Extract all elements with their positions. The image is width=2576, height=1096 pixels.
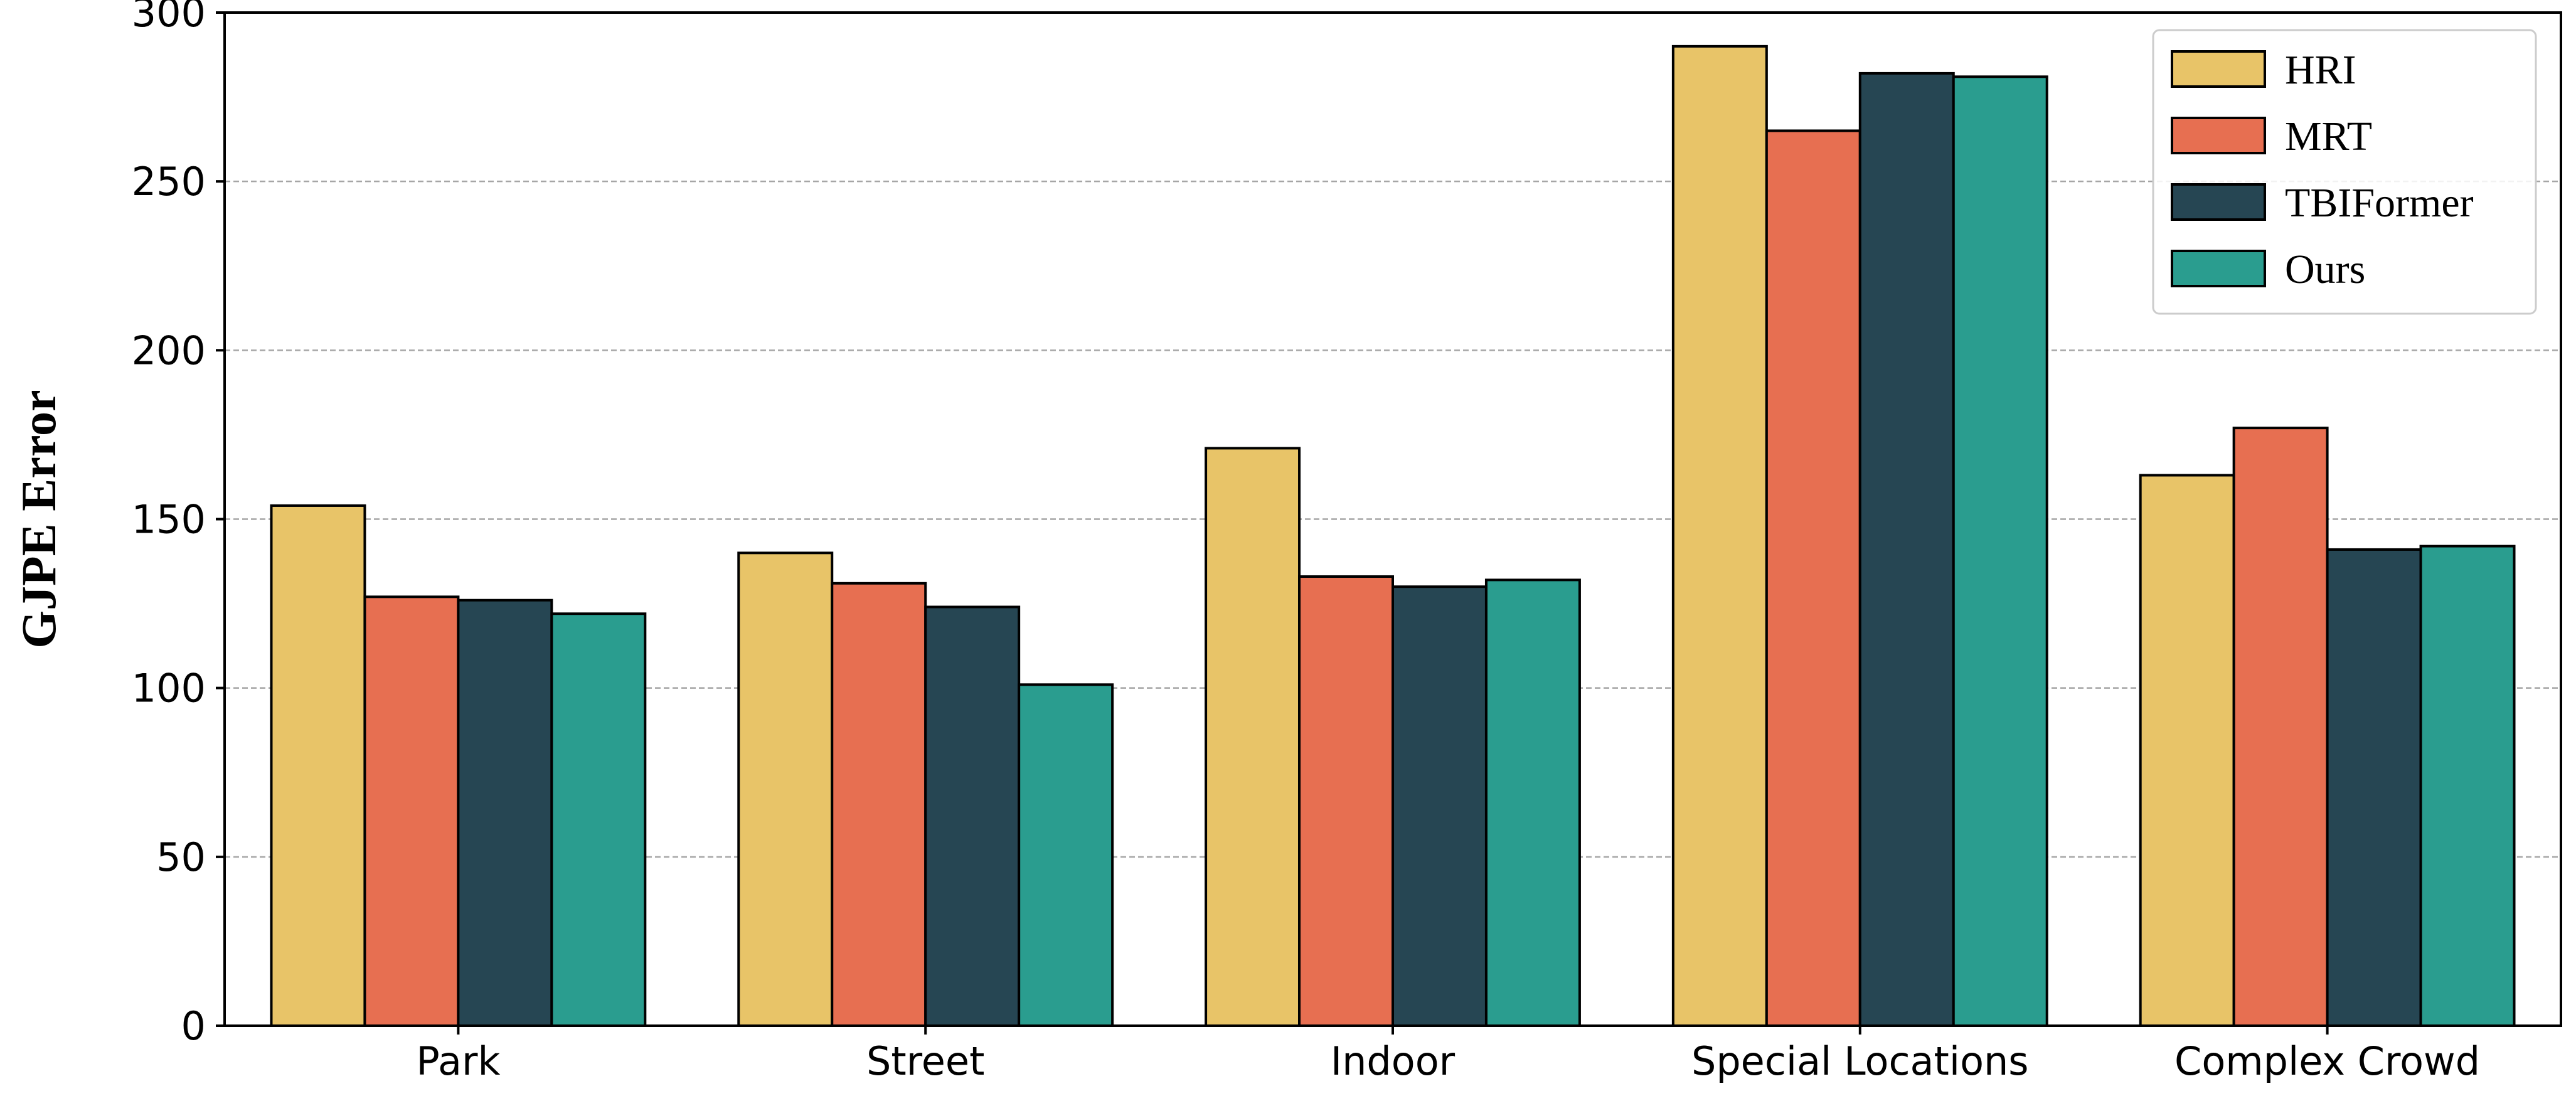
bar-ours-park	[550, 612, 647, 1027]
bar-tbiformer-street	[924, 605, 1021, 1027]
x-tick-label: Special Locations	[1691, 1038, 2029, 1084]
x-tick-label: Park	[416, 1038, 500, 1084]
legend-label-ours: Ours	[2285, 247, 2365, 292]
bar-hri-special-locations	[1671, 45, 1768, 1027]
y-axis-ticks: 0 50 100 150 200 250 300	[132, 0, 225, 1049]
bar-hri-complex-crowd	[2139, 474, 2235, 1027]
x-axis-ticks: Park Street Indoor Special Locations Complex…	[416, 1026, 2480, 1084]
legend: HRI MRT TBIFormer Ours	[2152, 29, 2537, 315]
bar-ours-complex-crowd	[2419, 545, 2516, 1027]
legend-swatch-hri	[2171, 50, 2266, 88]
bar-mrt-indoor	[1298, 575, 1395, 1027]
y-tick-label: 100	[132, 666, 206, 711]
bar-mrt-street	[831, 582, 927, 1027]
x-tick-label: Complex Crowd	[2174, 1038, 2480, 1084]
legend-box	[2152, 29, 2537, 315]
bar-tbiformer-indoor	[1392, 585, 1488, 1027]
y-tick-label: 50	[156, 834, 206, 880]
bars	[270, 45, 2516, 1028]
bar-mrt-complex-crowd	[2232, 427, 2329, 1027]
legend-label-hri: HRI	[2285, 47, 2356, 93]
bar-hri-street	[737, 551, 834, 1027]
bar-tbiformer-special-locations	[1858, 72, 1955, 1027]
legend-swatch-tbiformer	[2171, 183, 2266, 221]
legend-label-tbiformer: TBIFormer	[2285, 180, 2474, 226]
bar-ours-indoor	[1484, 578, 1581, 1027]
x-tick-label: Street	[866, 1038, 984, 1084]
y-tick-label: 0	[181, 1003, 206, 1049]
legend-swatch-mrt	[2171, 117, 2266, 154]
y-tick-label: 300	[132, 0, 206, 36]
bar-hri-indoor	[1205, 447, 1301, 1027]
bar-ours-street	[1018, 683, 1114, 1027]
bar-tbiformer-complex-crowd	[2326, 548, 2422, 1027]
y-tick-label: 250	[132, 159, 206, 205]
legend-label-mrt: MRT	[2285, 114, 2372, 159]
x-tick-label: Indoor	[1331, 1038, 1456, 1084]
bar-ours-special-locations	[1952, 75, 2048, 1028]
y-tick-label: 200	[132, 327, 206, 373]
bar-mrt-special-locations	[1765, 129, 1861, 1028]
bar-mrt-park	[363, 595, 460, 1027]
bar-tbiformer-park	[457, 599, 553, 1027]
y-tick-label: 150	[132, 497, 206, 543]
bar-hri-park	[270, 504, 366, 1027]
legend-swatch-ours	[2171, 250, 2266, 287]
y-axis-label: GJPE Error	[11, 390, 66, 648]
